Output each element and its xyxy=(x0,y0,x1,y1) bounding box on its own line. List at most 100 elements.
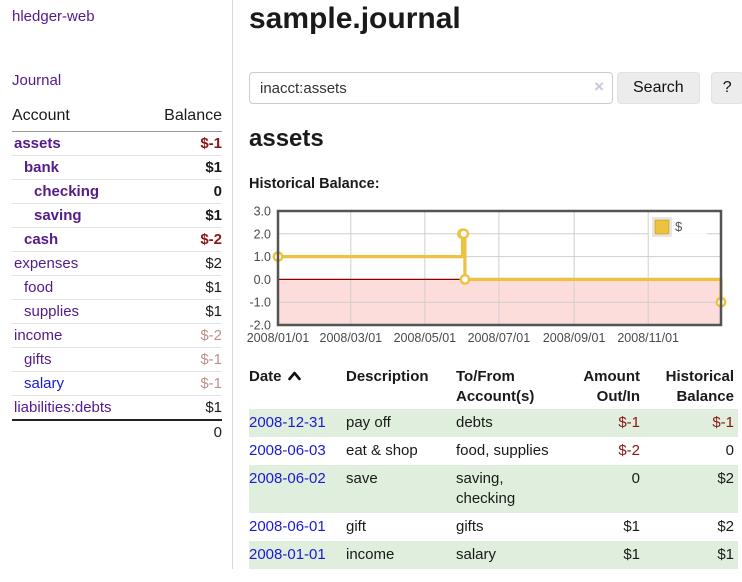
transaction-date-link[interactable]: 2008-06-03 xyxy=(249,442,326,459)
transaction-balance: $-1 xyxy=(644,409,738,437)
transaction-description: income xyxy=(346,541,456,569)
account-balance: $1 xyxy=(144,203,222,228)
app-title-link[interactable]: hledger-web xyxy=(12,8,95,25)
transaction-balance: $1 xyxy=(644,541,738,569)
account-link[interactable]: gifts xyxy=(24,351,52,368)
account-balance: $1 xyxy=(144,395,222,421)
svg-text:2008/01/01: 2008/01/01 xyxy=(247,331,310,345)
account-balance: $-1 xyxy=(144,131,222,156)
transaction-description: gift xyxy=(346,518,367,535)
search-form: × Search ? xyxy=(249,72,742,104)
account-link[interactable]: assets xyxy=(14,135,61,152)
svg-text:2008/11/01: 2008/11/01 xyxy=(617,331,679,345)
main-panel: sample.journal × Search ? assets Histori… xyxy=(233,0,742,569)
account-row: gifts $-1 xyxy=(12,347,222,372)
clear-search-icon[interactable]: × xyxy=(594,77,604,96)
account-row: saving $1 xyxy=(12,203,222,228)
account-link[interactable]: supplies xyxy=(24,303,80,320)
svg-text:3.0: 3.0 xyxy=(254,205,271,219)
register-table: Date Description To/From Account(s) Amount Ou… xyxy=(249,365,738,569)
svg-text:1.0: 1.0 xyxy=(254,250,271,264)
transaction-amount: $-1 xyxy=(568,409,644,437)
transaction-accounts: gifts xyxy=(456,518,484,535)
sort-ascending-icon[interactable] xyxy=(287,371,301,381)
account-link[interactable]: bank xyxy=(24,159,60,176)
account-link[interactable]: checking xyxy=(34,183,100,200)
account-balance: $-1 xyxy=(144,371,222,396)
transaction-description: eat & shop xyxy=(346,442,418,459)
account-link[interactable]: salary xyxy=(24,375,65,392)
account-balance: $1 xyxy=(144,275,222,300)
account-link[interactable]: expenses xyxy=(14,255,79,272)
account-row: cash $-2 xyxy=(12,227,222,252)
transaction-balance: 0 xyxy=(725,442,734,459)
account-balance: $-1 xyxy=(144,347,222,372)
account-link[interactable]: income xyxy=(14,327,63,344)
transaction-description: pay off xyxy=(346,409,456,437)
accounts-col-account: Account xyxy=(12,105,145,132)
balance-chart: $3.0 2.0 1.0 0.0 -1.0 -2.0 2008/01/01 2008/03/0… xyxy=(247,203,742,349)
accounts-total-row: 0 xyxy=(12,419,222,444)
register-col-date[interactable]: Date xyxy=(249,365,346,409)
register-col-tofrom: To/From Account(s) xyxy=(456,368,535,405)
transaction-description: save xyxy=(346,465,456,513)
account-balance: $1 xyxy=(144,299,222,324)
search-input-wrap: × xyxy=(249,72,613,104)
help-button[interactable]: ? xyxy=(710,72,742,104)
register-row: 2008-12-31 pay off debts $-1 $-1 xyxy=(249,409,738,437)
account-link[interactable]: food xyxy=(24,279,54,296)
sidebar-item-journal[interactable]: Journal xyxy=(12,72,62,89)
register-row: 2008-01-01 income salary $1 $1 xyxy=(249,541,738,569)
account-row: food $1 xyxy=(12,275,222,300)
account-balance: 0 xyxy=(144,179,222,204)
register-header-row: Date Description To/From Account(s) Amount Ou… xyxy=(249,365,738,409)
chart-heading: Historical Balance: xyxy=(249,176,380,192)
transaction-accounts: food, supplies xyxy=(456,442,549,459)
account-row: liabilities:debts $1 xyxy=(12,395,222,421)
account-row: income $-2 xyxy=(12,323,222,348)
register-col-description: Description xyxy=(346,368,429,385)
accounts-col-balance: Balance xyxy=(144,105,222,132)
transaction-amount: $1 xyxy=(623,518,640,535)
transaction-accounts: saving, checking xyxy=(456,465,568,513)
svg-text:2008/07/01: 2008/07/01 xyxy=(468,331,531,345)
account-rows: assets $-1 bank $1 checking 0 saving $1 cash $-2 e… xyxy=(12,131,222,421)
account-balance: $-2 xyxy=(144,323,222,348)
transaction-accounts: salary xyxy=(456,541,568,569)
transaction-balance: $2 xyxy=(644,465,738,513)
account-link[interactable]: saving xyxy=(34,207,82,224)
account-row: bank $1 xyxy=(12,155,222,180)
search-button[interactable]: Search xyxy=(617,72,700,104)
register-row: 2008-06-01 gift gifts $1 $2 xyxy=(249,513,738,541)
account-row: expenses $2 xyxy=(12,251,222,276)
svg-text:2008/05/01: 2008/05/01 xyxy=(394,331,457,345)
transaction-amount: $1 xyxy=(568,541,644,569)
svg-text:$: $ xyxy=(675,219,683,234)
transaction-amount: $-2 xyxy=(618,442,640,459)
hledger-web-app: hledger-web Journal Account Balance asse… xyxy=(0,0,742,569)
transaction-amount: 0 xyxy=(568,465,644,513)
svg-text:2008/09/01: 2008/09/01 xyxy=(543,331,606,345)
transaction-date-link[interactable]: 2008-12-31 xyxy=(249,414,326,431)
transaction-date-link[interactable]: 2008-06-02 xyxy=(249,470,326,487)
register-col-amount: Amount Out/In xyxy=(583,368,640,405)
account-link[interactable]: cash xyxy=(24,231,59,248)
account-row: supplies $1 xyxy=(12,299,222,324)
account-row: salary $-1 xyxy=(12,371,222,396)
sidebar: hledger-web Journal Account Balance asse… xyxy=(0,0,233,569)
account-link[interactable]: liabilities:debts xyxy=(14,399,112,416)
transaction-accounts: debts xyxy=(456,409,568,437)
search-input[interactable] xyxy=(249,72,613,104)
account-balance: $1 xyxy=(144,155,222,180)
page-title: sample.journal xyxy=(249,2,461,35)
svg-text:-1.0: -1.0 xyxy=(249,296,271,310)
transaction-date-link[interactable]: 2008-06-01 xyxy=(249,518,326,535)
transaction-balance: $2 xyxy=(717,518,734,535)
accounts-total-value: 0 xyxy=(144,419,222,444)
account-heading: assets xyxy=(249,125,324,152)
account-row: assets $-1 xyxy=(12,131,222,156)
svg-text:-2.0: -2.0 xyxy=(249,319,271,333)
svg-text:2008/03/01: 2008/03/01 xyxy=(320,331,383,345)
transaction-date-link[interactable]: 2008-01-01 xyxy=(249,546,326,563)
